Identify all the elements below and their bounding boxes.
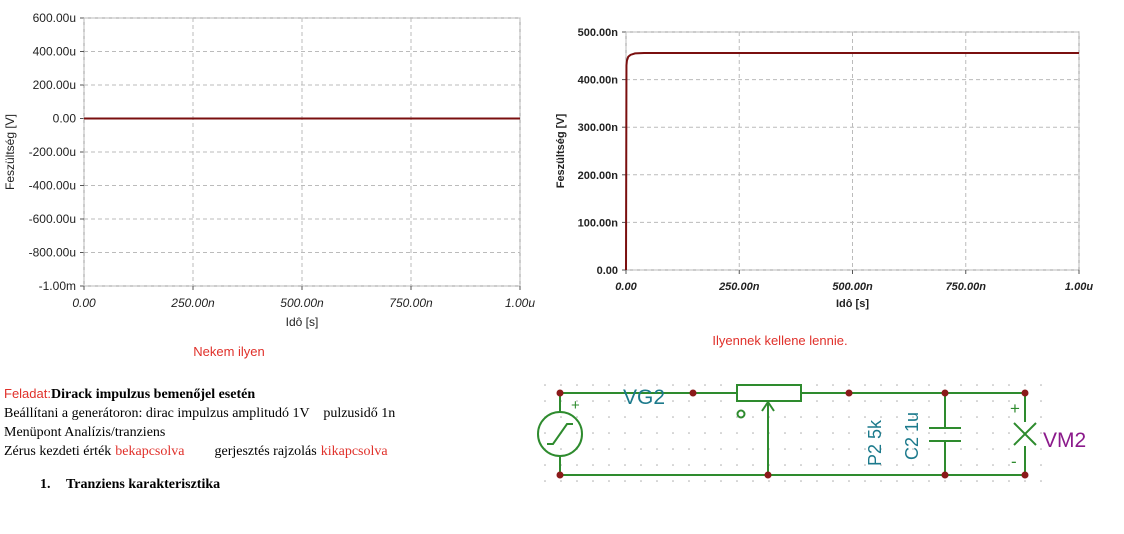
meter-minus: -: [1011, 452, 1017, 471]
nodes: [556, 389, 1029, 479]
chart-caption: Ilyennek kellene lennie.: [712, 333, 847, 348]
source-label: VG2: [623, 386, 665, 409]
grid-dots: [540, 377, 1052, 495]
y-tick-label: 400.00u: [33, 45, 76, 59]
y-tick-label: 0.00: [597, 265, 618, 277]
task-line: Zérus kezdeti érték bekapcsolva gerjesztés…: [4, 444, 388, 459]
zero-label: Zérus kezdeti érték: [4, 444, 111, 459]
x-tick-label: 500.00n: [280, 296, 324, 310]
x-tick-label: 0.00: [615, 281, 637, 293]
y-tick-label: 200.00n: [578, 170, 619, 182]
x-tick-label: 750.00n: [389, 296, 433, 310]
x-tick-label: 250.00n: [170, 296, 215, 310]
cap-label: C2 1u: [902, 412, 922, 460]
y-tick-label: 600.00u: [33, 11, 76, 25]
potentiometer: [736, 384, 802, 402]
y-tick-label: 0.00: [53, 112, 77, 126]
x-tick-label: 1.00u: [1065, 281, 1093, 293]
y-tick-label: 300.00n: [578, 122, 619, 134]
section-number: 1.: [40, 477, 51, 492]
task-label: Feladat:: [4, 386, 51, 401]
meter-label: VM2: [1043, 429, 1086, 452]
x-axis-title: Idô [s]: [286, 315, 319, 329]
excitation-label: gerjesztés rajzolás: [214, 444, 316, 459]
y-tick-label: 100.00n: [578, 217, 619, 229]
x-tick-label: 250.00n: [718, 281, 760, 293]
circuit: VG2 + P2 5k C2 1u + - VM2: [537, 377, 1086, 495]
x-tick-label: 500.00n: [832, 281, 873, 293]
y-tick-label: -1.00m: [39, 279, 76, 293]
y-tick-label: 500.00n: [578, 27, 619, 39]
wires: [559, 392, 1026, 476]
excitation-state: kikapcsolva: [321, 444, 389, 459]
task-text: Feladat:Dirack impulzus bemenőjel esetén…: [4, 386, 395, 492]
data-line: [625, 51, 1079, 271]
y-tick-label: -800.00u: [29, 246, 76, 260]
x-tick-label: 1.00u: [505, 296, 535, 310]
step-symbol: [547, 423, 573, 445]
y-tick-label: -400.00u: [29, 179, 76, 193]
chart-caption: Nekem ilyen: [193, 344, 265, 359]
source: [537, 411, 583, 457]
meter-plus: +: [1010, 399, 1020, 418]
y-tick-label: 200.00u: [33, 78, 76, 92]
task-line: Beállítani a generátoron: dirac impulzus…: [4, 406, 395, 421]
y-axis-title: Feszültség [V]: [555, 113, 567, 188]
pot-label: P2 5k: [865, 419, 885, 466]
y-tick-label: -600.00u: [29, 212, 76, 226]
x-axis-title: Idô [s]: [836, 298, 869, 310]
task-heading: Dirack impulzus bemenőjel esetén: [51, 387, 255, 402]
task-line: Menüpont Analízis/tranziens: [4, 425, 165, 440]
capacitor: [929, 427, 961, 442]
meter: [1013, 422, 1037, 446]
section-title: Tranziens karakterisztika: [66, 477, 220, 492]
y-tick-label: -200.00u: [29, 145, 76, 159]
zero-state: bekapcsolva: [115, 444, 185, 459]
chart: 0.00 100.00n 200.00n 300.00n 400.00n 500.00n 0…: [555, 27, 1093, 348]
x-tick-label: 0.00: [72, 296, 96, 310]
y-tick-label: 400.00n: [578, 75, 619, 87]
y-axis-title: Feszültség [V]: [3, 114, 17, 190]
x-tick-label: 750.00n: [946, 281, 987, 293]
chart: -1.00m -800.00u -600.00u -400.00u -200.00u 0.…: [3, 11, 535, 359]
source-plus: +: [571, 397, 580, 414]
pot-mark: [736, 409, 746, 419]
task-line: Feladat:Dirack impulzus bemenőjel esetén: [4, 386, 255, 402]
